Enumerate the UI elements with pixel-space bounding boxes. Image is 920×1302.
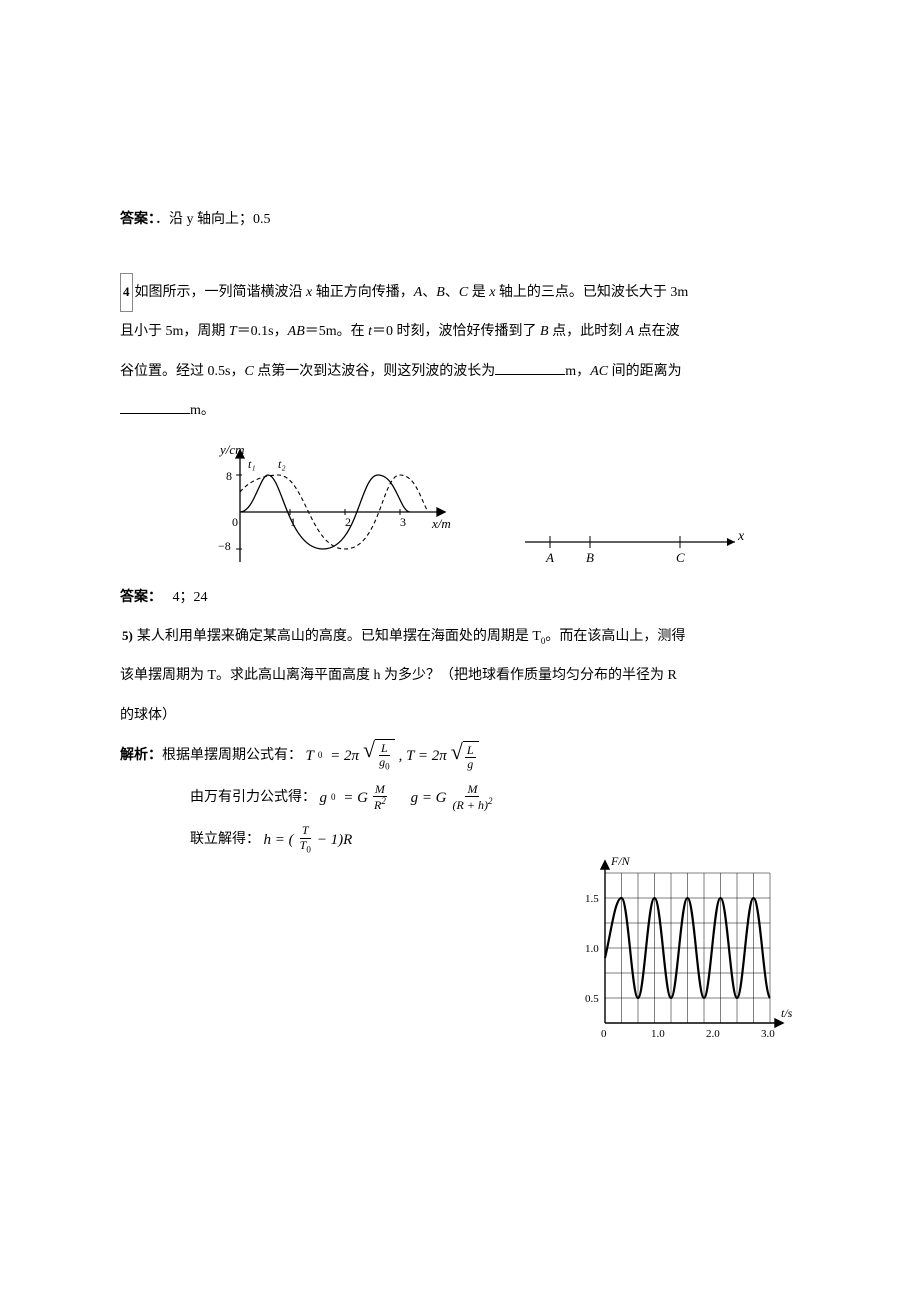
q5-number: 5) xyxy=(120,618,135,654)
fxtick-1: 1.0 xyxy=(651,1028,665,1040)
q4-t1d: 、 xyxy=(445,285,459,300)
q4-t1a: 如图所示，一列简谐横波沿 xyxy=(135,285,307,300)
formula-result: h = ( TT0 − 1)R xyxy=(264,819,353,861)
label-B: B xyxy=(586,550,594,565)
analysis-text: 根据单摆周期公式有： xyxy=(162,748,302,763)
fxtick-2: 2.0 xyxy=(706,1028,720,1040)
xtick-0: 0 xyxy=(232,515,238,529)
force-xlabel: t/s xyxy=(781,1006,793,1020)
x-axis-label: x/m xyxy=(431,516,451,531)
ytick-8: 8 xyxy=(226,469,232,483)
q5-t3: 的球体） xyxy=(120,708,176,723)
q4-t3b: 点第一次到达波谷，则这列波的波长为 xyxy=(254,364,496,379)
label-C: C xyxy=(676,550,685,565)
q4-t3c: m， xyxy=(565,364,590,379)
t1-label: t₁ xyxy=(248,457,256,471)
t2-label: t₂ xyxy=(278,457,286,471)
formula-period: T0 = 2π √Lg0 , T = 2π √Lg xyxy=(306,735,479,777)
q4-t2e: 点，此时刻 xyxy=(549,324,626,339)
q4-t1e: 是 xyxy=(468,285,489,300)
q5-t1: 某人利用单摆来确定某高山的高度。已知单摆在海面处的周期是 T xyxy=(137,629,541,644)
deriv1-text: 由万有引力公式得： xyxy=(190,790,316,805)
q5-t1b: 。而在该高山上，测得 xyxy=(545,629,685,644)
answer3-label: 答案： xyxy=(120,212,155,227)
q4-t4a: m。 xyxy=(190,403,215,418)
q4-answer-label: 答案： xyxy=(120,590,162,605)
y-axis-label: y/cm xyxy=(218,442,245,457)
q4-number: 4 xyxy=(120,273,133,311)
blank-2 xyxy=(120,399,190,414)
ytick-m8: −8 xyxy=(218,539,231,553)
q5-t2: 该单摆周期为 T。求此高山离海平面高度 h 为多少？（把地球看作质量均匀分布的半… xyxy=(120,668,677,683)
q4-t3a: 谷位置。经过 0.5s， xyxy=(120,364,244,379)
q4-t2f: 点在波 xyxy=(634,324,680,339)
wave-chart: y/cm x/m 8 −8 0 1 2 3 t₁ t₂ xyxy=(210,442,460,572)
label-A: A xyxy=(545,550,554,565)
analysis-label: 解析： xyxy=(120,748,162,763)
formula-gravity: g0 = G MR2 g = G M(R + h)2 xyxy=(320,777,495,819)
fxtick-3: 3.0 xyxy=(761,1028,775,1040)
q4-t2c: ＝5m。在 xyxy=(305,324,368,339)
ftick-15: 1.5 xyxy=(585,893,599,905)
blank-1 xyxy=(495,360,565,375)
q4-t2d: ＝0 时刻，波恰好传播到了 xyxy=(372,324,540,339)
abc-axis: A B C x xyxy=(520,522,750,572)
q4-t1c: 、 xyxy=(422,285,436,300)
q4-answer-text: 4；24 xyxy=(173,590,208,605)
q4-t1b: 轴正方向传播， xyxy=(312,285,414,300)
deriv2-text: 联立解得： xyxy=(190,832,260,847)
q4-t3d: 间的距离为 xyxy=(608,364,682,379)
fxtick-0: 0 xyxy=(601,1028,607,1040)
axis-x: x xyxy=(737,529,745,544)
force-ylabel: F/N xyxy=(610,854,631,868)
force-chart: F/N t/s 1.5 1.0 0.5 0 1.0 2.0 3.0 xyxy=(575,853,800,1053)
q4-t2a: 且小于 5m，周期 xyxy=(120,324,229,339)
ftick-10: 1.0 xyxy=(585,943,599,955)
xtick-3: 3 xyxy=(400,515,406,529)
ftick-05: 0.5 xyxy=(585,993,599,1005)
q4-t1f: 轴上的三点。已知波长大于 3m xyxy=(495,285,688,300)
q4-t2b: ＝0.1s， xyxy=(237,324,288,339)
answer3-text: ．沿 y 轴向上；0.5 xyxy=(155,212,271,227)
